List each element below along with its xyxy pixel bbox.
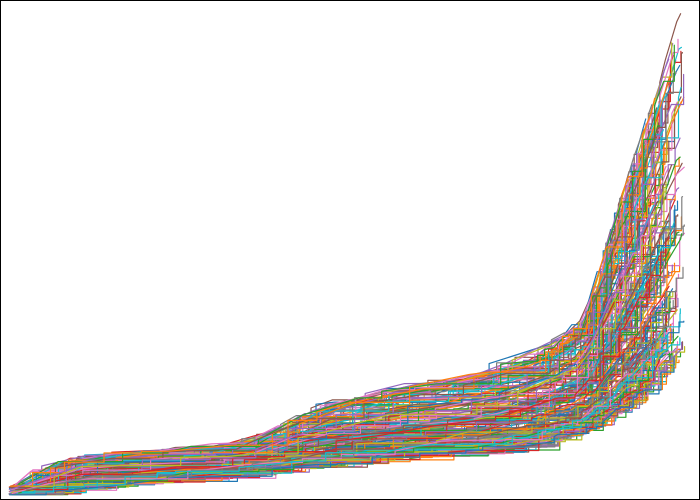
series-line-205 [16,73,685,487]
series-line-195 [19,341,683,494]
series-line-219 [24,189,667,487]
series-line-178 [11,384,652,496]
series-line-196 [15,220,670,491]
series-line-220 [21,334,667,493]
series-line-216 [26,338,651,492]
series-group [8,13,686,496]
series-line-213 [18,366,651,494]
series-line-212 [10,97,656,487]
series-line-217 [11,332,665,494]
series-line-211 [9,357,675,496]
series-line-218 [26,266,684,491]
series-line-175 [19,260,665,491]
series-line-186 [11,140,670,489]
series-line-203 [18,44,675,485]
series-line-214 [20,276,652,491]
series-line-157 [12,166,685,490]
series-line-206 [9,105,666,488]
